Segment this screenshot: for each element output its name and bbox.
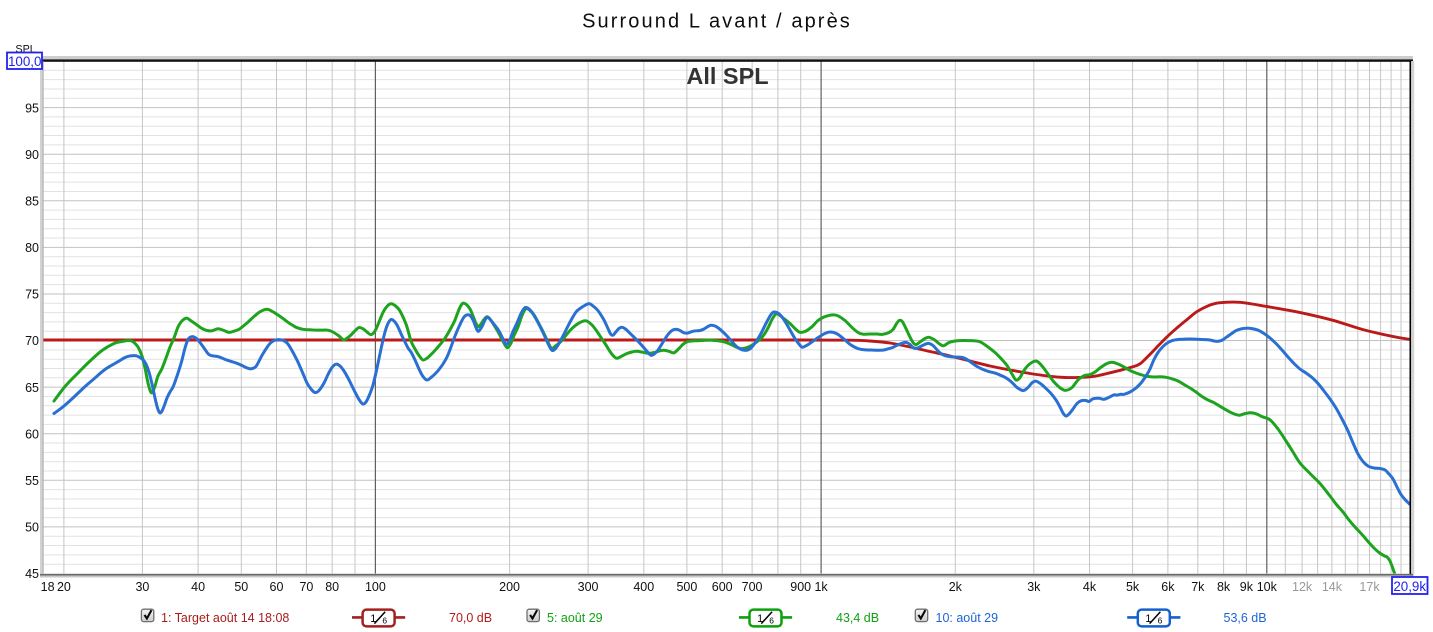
svg-text:30: 30 [135,580,149,594]
svg-text:500: 500 [676,580,697,594]
svg-text:6: 6 [382,616,387,626]
svg-text:70,0 dB: 70,0 dB [449,611,492,625]
svg-text:53,6 dB: 53,6 dB [1224,611,1267,625]
svg-text:6: 6 [1158,616,1163,626]
svg-text:20: 20 [57,580,71,594]
svg-text:43,4 dB: 43,4 dB [836,611,879,625]
svg-text:5: août 29: 5: août 29 [547,611,603,625]
svg-text:60: 60 [270,580,284,594]
svg-text:3k: 3k [1027,580,1041,594]
svg-text:1: 1 [370,613,376,625]
svg-text:1k: 1k [814,580,828,594]
svg-text:400: 400 [633,580,654,594]
svg-text:2k: 2k [949,580,963,594]
svg-text:100: 100 [365,580,386,594]
svg-text:4k: 4k [1083,580,1097,594]
svg-text:1: Target août 14 18:08: 1: Target août 14 18:08 [161,611,289,625]
svg-text:70: 70 [25,334,39,348]
svg-text:20,9k: 20,9k [1393,579,1426,594]
svg-text:10k: 10k [1257,580,1278,594]
svg-text:7k: 7k [1191,580,1205,594]
svg-text:9k: 9k [1240,580,1254,594]
svg-text:All SPL: All SPL [686,63,768,89]
svg-text:14k: 14k [1322,580,1343,594]
svg-text:70: 70 [299,580,313,594]
svg-text:1: 1 [1145,613,1151,625]
svg-text:Surround L avant / après: Surround L avant / après [582,11,852,33]
svg-text:100,0: 100,0 [8,54,42,69]
svg-text:60: 60 [25,427,39,441]
svg-text:200: 200 [499,580,520,594]
svg-text:95: 95 [25,101,39,115]
svg-text:5k: 5k [1126,580,1140,594]
svg-text:80: 80 [325,580,339,594]
svg-text:50: 50 [25,521,39,535]
svg-text:75: 75 [25,288,39,302]
svg-text:18: 18 [41,580,55,594]
svg-text:1: 1 [757,613,763,625]
svg-text:45: 45 [25,567,39,581]
svg-text:6k: 6k [1161,580,1175,594]
svg-text:700: 700 [742,580,763,594]
svg-text:600: 600 [712,580,733,594]
svg-text:90: 90 [25,148,39,162]
svg-text:6: 6 [769,616,774,626]
svg-text:8k: 8k [1217,580,1231,594]
svg-text:300: 300 [578,580,599,594]
svg-text:65: 65 [25,381,39,395]
svg-text:85: 85 [25,195,39,209]
svg-text:10: août 29: 10: août 29 [936,611,999,625]
svg-text:50: 50 [234,580,248,594]
svg-text:80: 80 [25,241,39,255]
svg-text:12k: 12k [1292,580,1313,594]
svg-text:55: 55 [25,474,39,488]
svg-text:40: 40 [191,580,205,594]
svg-text:900: 900 [790,580,811,594]
svg-text:17k: 17k [1359,580,1380,594]
